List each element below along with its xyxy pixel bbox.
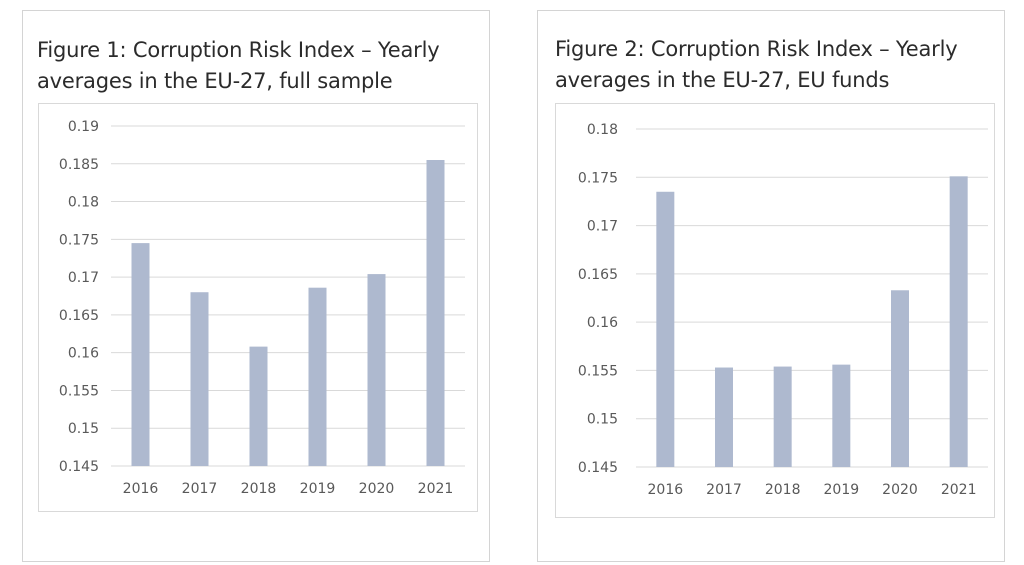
y-tick-label: 0.175 <box>59 232 99 248</box>
bar-2021 <box>949 176 968 467</box>
x-tick-label: 2018 <box>765 482 801 498</box>
y-tick-label: 0.175 <box>578 170 618 186</box>
y-tick-label: 0.19 <box>68 119 99 135</box>
x-tick-label: 2019 <box>824 482 860 498</box>
y-tick-label: 0.165 <box>59 308 99 324</box>
figure-1-plot-area: 0.19 0.185 0.18 0.175 0.17 0.165 0.16 0.155 0.15… <box>38 103 478 512</box>
x-tick-label: 2016 <box>648 482 684 498</box>
figure-1-bar-chart: 0.19 0.185 0.18 0.175 0.17 0.165 0.16 0.155 0.15… <box>59 119 465 497</box>
bar-2019 <box>308 287 327 466</box>
bar-2021 <box>426 160 445 466</box>
y-tick-label: 0.15 <box>587 412 618 428</box>
figure-2-plot-area: 0.18 0.175 0.17 0.165 0.16 0.155 0.15 0.145 2016… <box>555 103 995 518</box>
bar-2020 <box>891 290 909 467</box>
x-tick-label: 2021 <box>418 481 454 497</box>
figure-2-title: Figure 2: Corruption Risk Index – Yearly… <box>555 37 958 92</box>
x-tick-label: 2018 <box>241 481 277 497</box>
y-tick-label: 0.17 <box>68 270 99 286</box>
bar-2018 <box>773 366 792 467</box>
y-tick-label: 0.145 <box>59 459 99 475</box>
x-tick-label: 2021 <box>941 482 977 498</box>
bar-2020 <box>367 274 386 466</box>
x-tick-label: 2020 <box>359 481 395 497</box>
figure-1-panel: Figure 1: Corruption Risk Index – Yearly… <box>22 10 490 562</box>
y-tick-label: 0.16 <box>587 315 618 331</box>
figure-1-title: Figure 1: Corruption Risk Index – Yearly… <box>37 38 440 93</box>
bar-2017 <box>715 367 733 467</box>
figure-2-bar-chart: 0.18 0.175 0.17 0.165 0.16 0.155 0.15 0.145 2016… <box>578 122 988 498</box>
bar-2016 <box>131 243 150 466</box>
y-tick-label: 0.16 <box>68 346 99 362</box>
y-tick-label: 0.145 <box>578 460 618 476</box>
x-tick-label: 2017 <box>182 481 218 497</box>
figure-2-panel: Figure 2: Corruption Risk Index – Yearly… <box>537 10 1005 562</box>
bar-2019 <box>832 364 851 467</box>
x-tick-label: 2020 <box>882 482 918 498</box>
y-tick-label: 0.155 <box>578 363 618 379</box>
y-tick-label: 0.18 <box>68 195 99 211</box>
bar-2017 <box>190 292 209 466</box>
y-tick-label: 0.17 <box>587 219 618 235</box>
x-tick-label: 2017 <box>706 482 742 498</box>
x-tick-label: 2016 <box>123 481 159 497</box>
bar-2016 <box>656 191 675 467</box>
y-tick-label: 0.185 <box>59 157 99 173</box>
y-tick-label: 0.165 <box>578 267 618 283</box>
y-tick-label: 0.155 <box>59 383 99 399</box>
y-tick-label: 0.15 <box>68 421 99 437</box>
x-tick-label: 2019 <box>300 481 336 497</box>
y-tick-label: 0.18 <box>587 122 618 138</box>
bar-2018 <box>249 346 268 466</box>
